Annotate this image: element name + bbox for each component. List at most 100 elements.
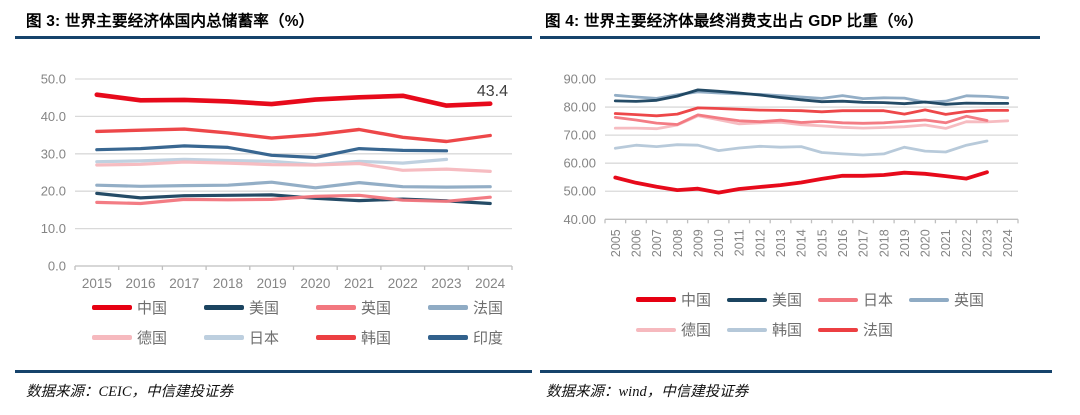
x-axis-tick-label: 2015	[82, 276, 112, 291]
series-line	[95, 127, 492, 144]
legend-label: 英国	[954, 292, 985, 309]
legend-item: 美国	[204, 297, 316, 318]
legend-swatch-icon	[726, 297, 767, 302]
legend-swatch-icon	[428, 335, 468, 340]
x-axis-tick-label: 2012	[753, 229, 767, 257]
x-axis-tick-label: 2023	[981, 229, 995, 257]
series-line	[613, 170, 989, 195]
figure4-title-rule	[540, 36, 1040, 39]
legend-swatch-icon	[635, 297, 676, 302]
figure4-legend-rows: 中国 美国 日本 英国德国 韩国 法国	[635, 289, 984, 340]
legend-item: 美国	[726, 289, 802, 310]
x-axis-tick-label: 2023	[431, 276, 461, 291]
legend-label: 英国	[361, 300, 392, 317]
legend-item: 德国	[635, 319, 711, 340]
legend-label: 日本	[863, 292, 894, 309]
x-axis-tick-label: 2007	[650, 229, 664, 257]
y-axis-tick-label: 40.0	[41, 109, 66, 124]
series-line	[95, 180, 492, 190]
figure3-footer-rule	[15, 370, 532, 373]
legend-swatch-icon	[92, 304, 132, 311]
x-axis-tick-label: 2018	[213, 276, 243, 291]
y-axis-tick-label: 60.00	[563, 156, 596, 171]
legend-item: 韩国	[726, 319, 802, 340]
figure3-panel: 图 3: 世界主要经济体国内总储蓄率（%） 0.0 10.0 20.0 30.0 40.…	[15, 13, 540, 400]
figure3-line-chart: 0.0 10.0 20.0 30.0 40.0 50.0 2015 2016 2017 2018 2…	[41, 72, 513, 291]
x-axis-tick-label: 2013	[774, 229, 788, 257]
legend-swatch-icon	[204, 305, 244, 310]
legend-row: 德国 韩国 法国	[635, 319, 984, 340]
legend-swatch-icon	[818, 297, 858, 302]
figure3-title-rule	[15, 36, 532, 39]
figure4-footer-rule	[540, 370, 1052, 373]
legend-label: 美国	[771, 292, 802, 309]
legend-swatch-icon	[428, 305, 468, 310]
x-axis-tick-label: 2010	[712, 229, 726, 257]
x-axis-tick-label: 2018	[877, 229, 891, 257]
series-line	[94, 92, 493, 108]
y-axis-tick-label: 50.0	[41, 72, 66, 87]
series-line	[95, 160, 492, 174]
series-line	[95, 157, 449, 167]
legend-label: 德国	[137, 330, 168, 347]
legend-item: 法国	[428, 297, 540, 318]
series-line	[613, 88, 1010, 106]
legend-item: 日本	[204, 327, 316, 348]
x-axis-tick-label: 2016	[836, 229, 850, 257]
legend-label: 中国	[137, 300, 168, 317]
y-axis-tick-label: 10.0	[41, 221, 66, 236]
legend-item: 中国	[92, 297, 204, 318]
legend-item: 英国	[316, 297, 428, 318]
x-axis-tick-label: 2016	[126, 276, 156, 291]
legend-swatch-icon	[316, 335, 356, 340]
y-axis-tick-label: 70.00	[563, 128, 596, 143]
legend-label: 中国	[680, 292, 711, 309]
x-axis-tick-label: 2017	[857, 229, 871, 257]
legend-swatch-icon	[635, 327, 676, 332]
legend-item: 日本	[818, 289, 893, 310]
legend-item: 英国	[909, 289, 984, 310]
y-axis-tick-label: 50.00	[563, 184, 596, 199]
x-axis-tick-label: 2019	[898, 229, 912, 257]
legend-item: 中国	[635, 289, 711, 310]
x-axis-tick-label: 2017	[169, 276, 199, 291]
legend-label: 韩国	[771, 322, 802, 339]
x-axis-tick-label: 2005	[609, 229, 623, 257]
legend-item: 韩国	[316, 327, 428, 348]
x-axis-tick-label: 2024	[475, 276, 506, 291]
y-axis-tick-label: 80.00	[563, 100, 596, 115]
figure4-source: 数据来源：wind，中信建投证券	[546, 384, 749, 400]
figure3-legend: 中国 美国 英国 法国德国 日本 韩国 印度	[92, 297, 540, 348]
legend-label: 印度	[473, 330, 504, 347]
chart-annotation: 43.4	[477, 83, 508, 100]
y-axis-tick-label: 40.00	[563, 212, 596, 227]
x-axis-tick-label: 2015	[815, 229, 829, 257]
legend-swatch-icon	[316, 305, 356, 310]
y-axis-tick-label: 0.0	[48, 259, 66, 274]
figure4-legend: 中国 美国 日本 英国德国 韩国 法国	[540, 289, 1080, 349]
legend-swatch-icon	[818, 327, 858, 332]
legend-item: 法国	[818, 319, 893, 340]
legend-label: 法国	[473, 300, 504, 317]
figure3-source: 数据来源：CEIC，中信建投证券	[26, 384, 234, 400]
x-axis-tick-label: 2008	[671, 229, 685, 257]
x-axis-tick-label: 2009	[691, 229, 705, 257]
figure4-title: 图 4: 世界主要经济体最终消费支出占 GDP 比重（%）	[545, 13, 924, 30]
figure4-panel: 图 4: 世界主要经济体最终消费支出占 GDP 比重（%） 40.00 50.00…	[540, 0, 1080, 415]
legend-item: 德国	[92, 327, 204, 348]
legend-label: 法国	[863, 322, 894, 339]
x-axis-tick-label: 2019	[257, 276, 287, 291]
series-line	[95, 193, 492, 206]
series-line	[613, 139, 989, 157]
x-axis-tick-label: 2021	[344, 276, 374, 291]
figure4-line-chart: 40.00 50.00 60.00 70.00 80.00 90.00 2005 2006 20…	[563, 72, 1019, 257]
x-axis-tick-label: 2022	[960, 229, 974, 257]
legend-label: 美国	[249, 300, 280, 317]
x-axis-tick-label: 2024	[1001, 229, 1015, 257]
x-axis-tick-label: 2020	[919, 229, 933, 257]
legend-row: 中国 美国 日本 英国	[635, 289, 984, 310]
series-line	[613, 106, 1010, 118]
y-axis-tick-label: 30.0	[41, 146, 66, 161]
series-line	[613, 113, 989, 126]
